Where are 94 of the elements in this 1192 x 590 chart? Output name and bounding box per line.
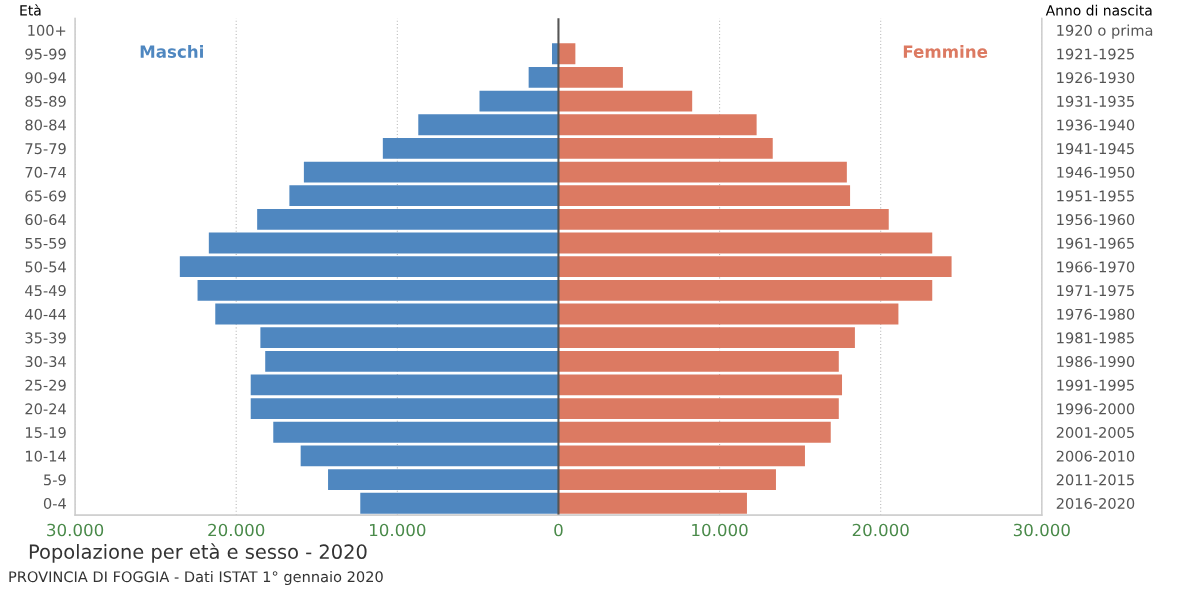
bar bbox=[558, 350, 839, 372]
y-tick-label: 70-74 bbox=[25, 166, 66, 178]
y-tick-label: 100+ bbox=[28, 24, 66, 36]
bar bbox=[558, 492, 747, 514]
y-tick-label: 95-99 bbox=[25, 48, 66, 60]
y2-tick-label: 2011-2015 bbox=[1056, 474, 1134, 486]
y2-tick-label: 1936-1940 bbox=[1057, 119, 1135, 131]
y2-tick-label: 2006-2010 bbox=[1056, 450, 1135, 462]
bar bbox=[265, 350, 559, 372]
y2-tick-label: 1946-1950 bbox=[1057, 166, 1135, 178]
y-tick-label: 55-59 bbox=[25, 237, 66, 249]
y2-tick-label: 1921-1925 bbox=[1057, 48, 1134, 60]
bar bbox=[558, 303, 899, 325]
bar bbox=[273, 421, 559, 443]
y2-tick-label: 1991-1995 bbox=[1057, 379, 1134, 391]
bar bbox=[558, 161, 847, 183]
bar bbox=[558, 445, 805, 467]
bar bbox=[558, 279, 933, 301]
bar bbox=[418, 114, 559, 136]
y2-tick-label: 1941-1945 bbox=[1057, 143, 1134, 155]
bar bbox=[479, 90, 559, 112]
y-tick-label: 15-19 bbox=[25, 426, 66, 439]
bar bbox=[558, 469, 776, 490]
text: Popolazione per età e sesso - 2020 bbox=[29, 543, 367, 563]
bar bbox=[558, 43, 576, 65]
bar bbox=[260, 327, 559, 349]
bar bbox=[558, 67, 623, 88]
y2-tick-label: 2016-2020 bbox=[1056, 497, 1135, 509]
y-tick-label: 25-29 bbox=[25, 379, 66, 391]
bar bbox=[558, 232, 933, 254]
y2-axis-title: Anno di nascita bbox=[1045, 4, 1152, 16]
bar bbox=[208, 232, 559, 254]
bar bbox=[558, 398, 839, 420]
y2-tick-label: 1966-1970 bbox=[1057, 261, 1135, 273]
y-tick-label: 65-69 bbox=[25, 190, 66, 202]
x-tick-label: 10.000 bbox=[370, 523, 426, 537]
bar bbox=[289, 185, 559, 207]
y-tick-label: 90-94 bbox=[25, 72, 66, 84]
y-tick-label: 20-24 bbox=[25, 403, 66, 415]
bar bbox=[250, 374, 559, 396]
y-axis-title: Età bbox=[20, 4, 41, 16]
x-tick-label: 30.000 bbox=[47, 523, 104, 537]
y-tick-label: 0-4 bbox=[43, 497, 66, 509]
x-tick-label: 20.000 bbox=[852, 523, 909, 537]
y2-tick-label: 1976-1980 bbox=[1057, 308, 1135, 320]
x-tick-label: 10.000 bbox=[692, 523, 748, 537]
bar bbox=[558, 137, 773, 159]
y2-tick-label: 1931-1935 bbox=[1057, 95, 1134, 107]
y-tick-label: 80-84 bbox=[25, 119, 66, 131]
bar bbox=[303, 161, 559, 183]
text: Maschi bbox=[140, 45, 203, 58]
y-tick-label: 5-9 bbox=[44, 474, 66, 486]
y-tick-label: 85-89 bbox=[25, 95, 66, 107]
bar bbox=[250, 398, 559, 420]
bar bbox=[300, 445, 559, 467]
y-tick-label: 40-44 bbox=[25, 308, 66, 320]
y2-tick-label: 1951-1955 bbox=[1057, 190, 1134, 202]
bar bbox=[257, 208, 559, 230]
bar bbox=[179, 256, 559, 278]
y-tick-label: 60-64 bbox=[25, 214, 66, 226]
y-tick-label: 10-14 bbox=[25, 450, 66, 462]
y2-tick-label: 1926-1930 bbox=[1057, 72, 1135, 84]
bar bbox=[558, 185, 851, 207]
bar bbox=[558, 208, 889, 230]
bar bbox=[215, 303, 559, 325]
bar bbox=[360, 492, 559, 514]
bar bbox=[558, 114, 757, 136]
x-tick-label: 20.000 bbox=[208, 523, 265, 537]
y2-tick-label: 1956-1960 bbox=[1057, 214, 1135, 226]
y-tick-label: 35-39 bbox=[25, 332, 66, 344]
bar bbox=[528, 67, 559, 88]
x-tick-label: 30.000 bbox=[1013, 523, 1070, 537]
bar bbox=[558, 256, 952, 278]
text: PROVINCIA DI FOGGIA - Dati ISTAT 1° gennaio 2020 bbox=[9, 570, 383, 586]
y2-tick-label: 1996-2000 bbox=[1057, 403, 1135, 415]
y-tick-label: 50-54 bbox=[25, 261, 66, 273]
y2-tick-label: 1920 o prima bbox=[1057, 24, 1153, 39]
bar bbox=[197, 279, 559, 301]
y-tick-label: 75-79 bbox=[25, 143, 66, 155]
y-tick-label: 30-34 bbox=[25, 356, 66, 368]
y2-tick-label: 1986-1990 bbox=[1057, 356, 1135, 368]
y2-tick-label: 2001-2005 bbox=[1056, 426, 1134, 439]
y2-tick-label: 1961-1965 bbox=[1057, 237, 1134, 249]
y2-tick-label: 1971-1975 bbox=[1057, 285, 1134, 297]
bar bbox=[558, 327, 855, 349]
x-tick-label: 0 bbox=[554, 523, 563, 537]
y-tick-label: 45-49 bbox=[25, 285, 66, 297]
bar bbox=[558, 421, 831, 443]
bar bbox=[558, 90, 693, 112]
y2-tick-label: 1981-1985 bbox=[1057, 332, 1134, 344]
bar bbox=[328, 469, 559, 490]
text: Femmine bbox=[903, 45, 988, 58]
bar bbox=[382, 137, 559, 159]
bar bbox=[558, 374, 843, 396]
